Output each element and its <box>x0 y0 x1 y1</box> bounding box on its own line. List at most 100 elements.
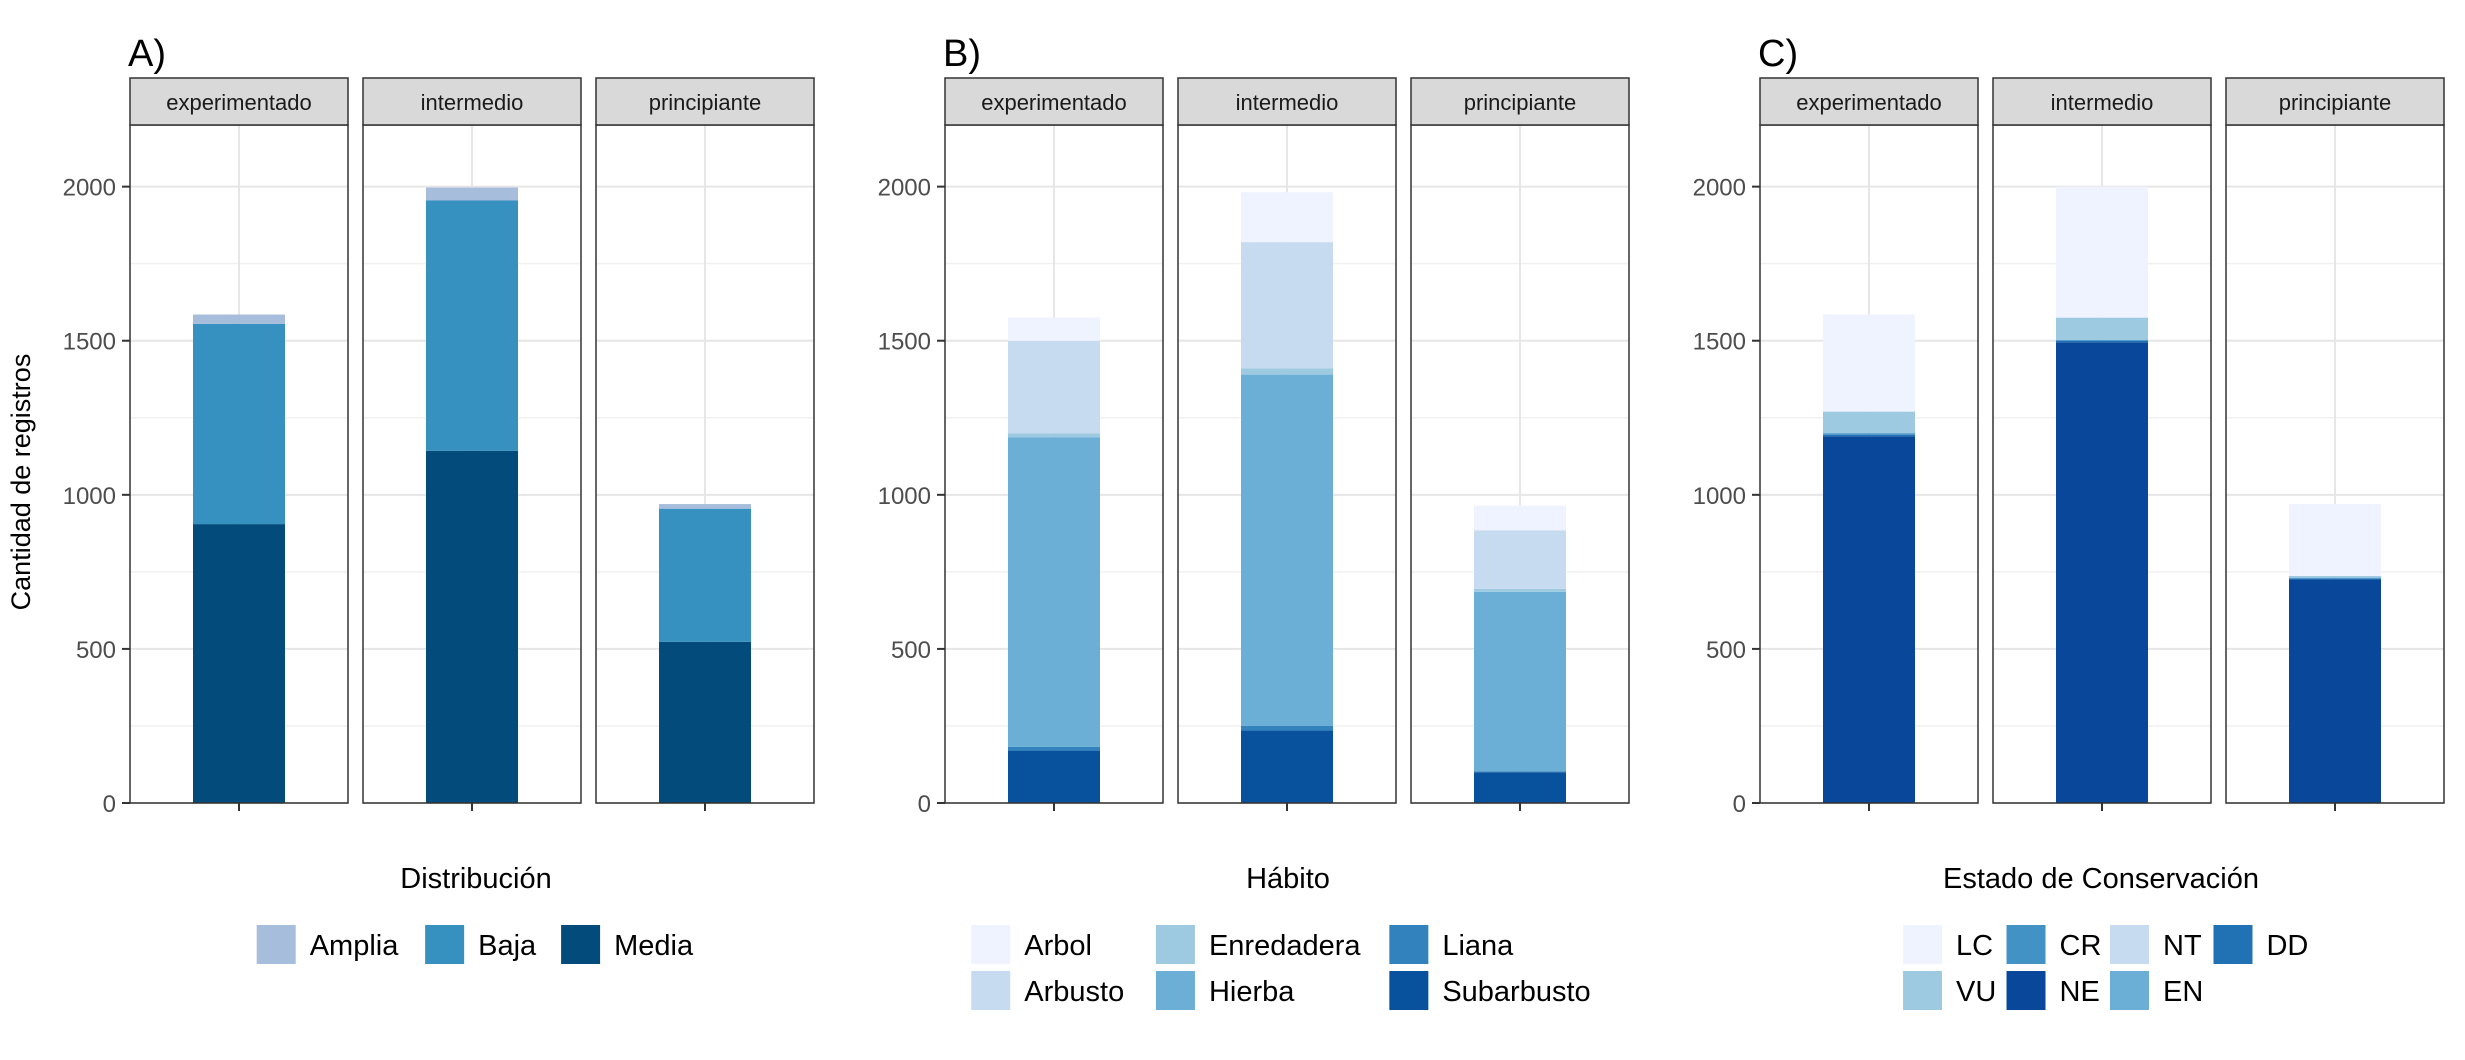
legend-key-Liana <box>1389 925 1429 964</box>
bar-segment-Liana <box>1008 746 1100 751</box>
bar-segment-Arbol <box>1474 505 1566 531</box>
legend-label-Subarbusto: Subarbusto <box>1442 976 1590 1008</box>
bar-segment-NE <box>2056 342 2148 803</box>
facet-strip-label: intermedio <box>1236 90 1339 115</box>
y-tick-label: 0 <box>103 791 116 818</box>
bar-segment-Media <box>659 641 751 803</box>
y-tick-label: 0 <box>918 791 931 818</box>
facet-label: A) <box>128 33 166 75</box>
bar-segment-Baja <box>659 508 751 642</box>
legend-key-LC <box>1903 925 1943 964</box>
bar-segment-Hierba <box>1008 437 1100 747</box>
bar-segment-LC <box>1823 314 1915 412</box>
legend-key-Hierba <box>1155 971 1195 1010</box>
legend-key-Subarbusto <box>1389 971 1429 1010</box>
legend-key-VU <box>1903 971 1943 1010</box>
legend-key-NE <box>2006 971 2046 1010</box>
legend-label-Hierba: Hierba <box>1209 976 1295 1008</box>
panel-intermedio: intermedio <box>1992 77 2212 811</box>
bar-segment-VU <box>2289 575 2381 578</box>
bar-segment-Enredadera <box>1474 588 1566 592</box>
facet-label: C) <box>1758 33 1798 75</box>
bar-segment-VU <box>2056 317 2148 340</box>
legend-key-Media <box>561 925 601 964</box>
chart-panels: A) 0 500 1000 1500 2000 experimentado intermedi… <box>63 33 2445 1010</box>
facet-strip-label: experimentado <box>981 90 1127 115</box>
facet-strip <box>1177 77 1397 126</box>
bar-segment-DD <box>2289 578 2381 580</box>
bar-segment-Enredadera <box>1241 368 1333 375</box>
y-tick-label: 1000 <box>878 483 931 510</box>
bar-segment-CR <box>2056 339 2148 341</box>
bar-segment-Arbusto <box>1008 340 1100 434</box>
bar-segment-Amplia <box>426 187 518 201</box>
legend-key-Arbol <box>971 925 1011 964</box>
bar-segment-LC <box>2056 186 2148 318</box>
bar-segment-Hierba <box>1241 374 1333 726</box>
chart-group-2: B) 0 500 1000 1500 2000 experimentado intermedi… <box>878 33 1630 1010</box>
facet-strip <box>2225 77 2445 126</box>
facet-strip-label: experimentado <box>166 90 312 115</box>
legend-label-Arbol: Arbol <box>1024 930 1092 962</box>
bar-segment-Baja <box>193 323 285 525</box>
panel-principiante: principiante <box>2225 77 2445 811</box>
facet-strip <box>129 77 349 126</box>
bar-segment-DD <box>1823 434 1915 437</box>
bar-segment-Enredadera <box>1008 433 1100 438</box>
legend-label-Amplia: Amplia <box>310 930 400 962</box>
y-tick-label: 2000 <box>878 175 931 202</box>
bar-segment-NE <box>1823 436 1915 803</box>
bar-segment-Arbusto <box>1241 242 1333 369</box>
legend-key-NT <box>2110 925 2149 964</box>
legend-label-Liana: Liana <box>1442 930 1514 962</box>
bar-segment-DD <box>2056 340 2148 343</box>
bar-segment-Subarbusto <box>1008 750 1100 803</box>
legend-label-NT: NT <box>2163 930 2202 962</box>
legend-label-NE: NE <box>2060 976 2100 1008</box>
legend: Estado de Conservación LC VU CR NE NT EN DD <box>1903 863 2308 1010</box>
legend-label-DD: DD <box>2266 930 2308 962</box>
bar-segment-Subarbusto <box>1474 772 1566 803</box>
legend-label-LC: LC <box>1956 930 1993 962</box>
facet-strip <box>944 77 1164 126</box>
bar-segment-Liana <box>1474 771 1566 773</box>
legend-key-DD <box>2213 925 2253 964</box>
y-tick-label: 1500 <box>1693 329 1746 356</box>
bar-segment-Arbol <box>1008 317 1100 341</box>
bar-segment-Amplia <box>659 504 751 509</box>
y-tick-label: 500 <box>1706 637 1746 664</box>
y-tick-label: 1000 <box>63 483 116 510</box>
y-tick-label: 1500 <box>878 329 931 356</box>
panel-intermedio: intermedio <box>1177 77 1397 811</box>
legend-title: Hábito <box>1246 863 1330 895</box>
legend-key-Baja <box>425 925 465 964</box>
bar-segment-CR <box>1823 433 1915 435</box>
legend-key-CR <box>2006 925 2046 964</box>
bar-segment-Hierba <box>1474 591 1566 772</box>
legend-label-Baja: Baja <box>478 930 537 962</box>
bar-segment-Arbusto <box>1474 530 1566 589</box>
facet-strip <box>595 77 815 126</box>
y-tick-label: 2000 <box>1693 175 1746 202</box>
bar-segment-Media <box>426 450 518 803</box>
panel-principiante: principiante <box>595 77 815 811</box>
panel-experimentado: experimentado <box>944 77 1164 811</box>
bar-segment-Arbol <box>1241 192 1333 243</box>
legend-key-Amplia <box>256 925 296 964</box>
legend-key-EN <box>2110 971 2149 1010</box>
chart-group-3: C) 0 500 1000 1500 2000 experimentado intermedi… <box>1693 33 2445 1010</box>
bar-segment-NE <box>2289 579 2381 803</box>
facet-strip <box>1410 77 1630 126</box>
panel-principiante: principiante <box>1410 77 1630 811</box>
bar-segment-Media <box>193 524 285 803</box>
legend-label-Enredadera: Enredadera <box>1209 930 1361 962</box>
facet-strip <box>1759 77 1979 126</box>
bar-segment-Subarbusto <box>1241 730 1333 803</box>
legend-label-Media: Media <box>614 930 694 962</box>
facet-strip-label: experimentado <box>1796 90 1942 115</box>
bar-segment-LC <box>2289 504 2381 576</box>
legend: Distribución Amplia Baja Media <box>256 863 694 964</box>
y-axis-title: Cantidad de registros <box>6 354 36 611</box>
facet-label: B) <box>943 33 981 75</box>
